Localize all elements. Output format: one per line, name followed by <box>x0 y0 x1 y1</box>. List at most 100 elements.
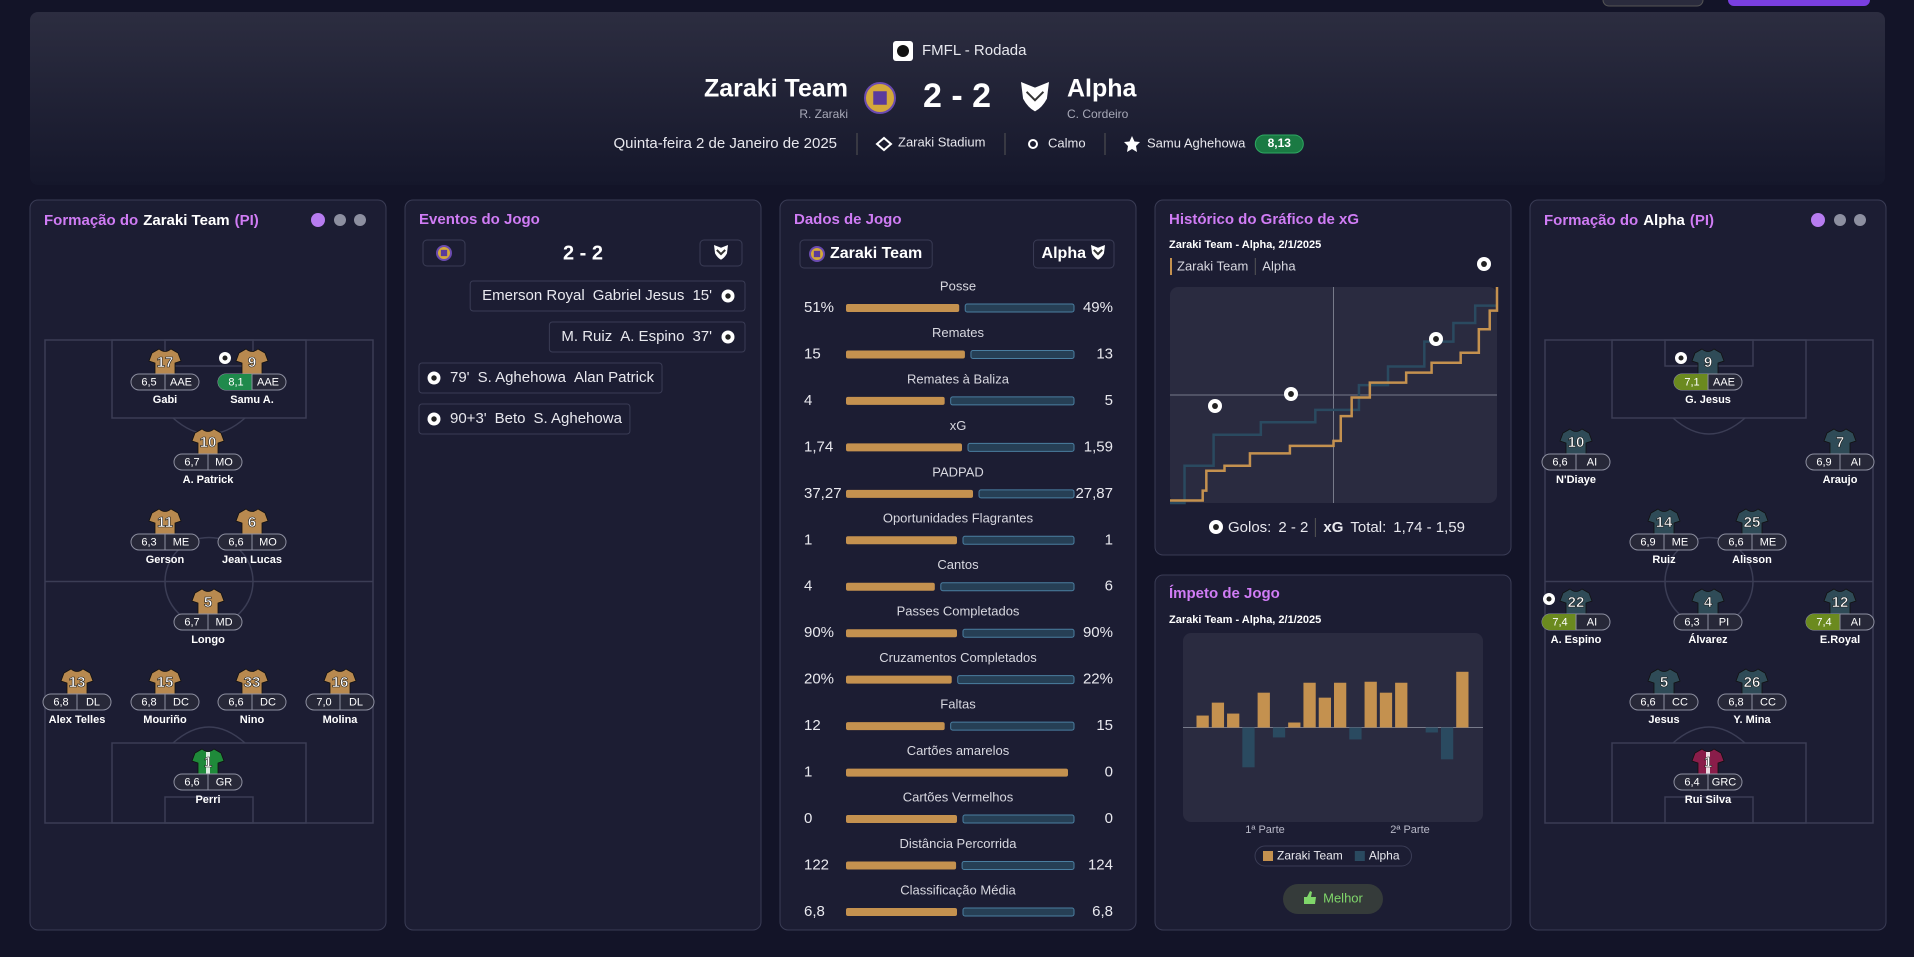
stat-label: Remates <box>932 325 985 340</box>
home-team-name: Zaraki Team <box>704 75 848 103</box>
event-player: A. Espino <box>620 328 684 345</box>
xg-line <box>1170 287 1499 502</box>
ball-icon-patch <box>1288 391 1294 397</box>
event-assist: Alan Patrick <box>574 369 655 386</box>
ball-icon-patch <box>1212 403 1218 409</box>
player-position: AI <box>1851 456 1861 468</box>
player-position: CC <box>1672 696 1688 708</box>
momentum-bar <box>1364 681 1377 728</box>
ball-icon-patch <box>1546 596 1552 602</box>
player-name: Perri <box>195 794 220 806</box>
player-number: 14 <box>1656 514 1673 531</box>
stat-away-bar <box>970 349 1075 359</box>
stat-away-value: 5 <box>1105 392 1113 409</box>
home-crest-inner <box>440 249 448 257</box>
stat-home-value: 1,74 <box>804 438 833 455</box>
stat-away-value: 13 <box>1096 345 1113 362</box>
stat-away-value: 49% <box>1083 299 1113 316</box>
stat-label: PADPAD <box>932 464 984 479</box>
legend-swatch <box>1263 851 1273 861</box>
stat-away-value: 15 <box>1096 717 1113 734</box>
event-player: Gabriel Jesus <box>593 287 685 304</box>
stat-label: Cartões amarelos <box>907 743 1010 758</box>
xg-footer-goals: 2 - 2 <box>1278 519 1308 536</box>
stadium: Zaraki Stadium <box>898 134 985 149</box>
stat-label: xG <box>950 418 967 433</box>
stat-home-bar <box>846 629 957 638</box>
ball-icon-patch <box>1213 524 1219 530</box>
player-position: DC <box>173 696 189 708</box>
player-rating: 6,7 <box>184 456 199 468</box>
stat-home-value: 4 <box>804 578 812 595</box>
player-shirt <box>1823 588 1857 616</box>
stat-home-bar <box>846 815 957 824</box>
stat-label: Classificação Média <box>900 882 1016 897</box>
player-rating: 6,6 <box>1640 696 1655 708</box>
stat-away-bar <box>962 628 1075 638</box>
top-button[interactable] <box>1602 0 1704 7</box>
event-row <box>548 321 746 353</box>
player-rating: 7,4 <box>1552 616 1567 628</box>
competition: FMFL - Rodada <box>922 42 1027 59</box>
player-rating: 6,6 <box>1552 456 1567 468</box>
player-number: 1 <box>204 754 212 771</box>
momentum-bar <box>1349 727 1362 740</box>
thumb-icon <box>1304 891 1316 904</box>
momentum-bar <box>1257 692 1270 728</box>
ball-icon-patch <box>1481 261 1487 267</box>
player-rating-highlight <box>1806 614 1840 630</box>
away-manager: C. Cordeiro <box>1067 107 1129 121</box>
player-position: ME <box>1672 536 1689 548</box>
away-crest <box>1091 245 1105 260</box>
player-name: Alex Telles <box>49 714 106 726</box>
stat-home-bar <box>846 582 935 591</box>
home-crest-inner <box>873 91 887 105</box>
panel <box>779 199 1137 931</box>
lineup-title: Formação do Zaraki Team (PI) <box>44 212 259 229</box>
player-position: ME <box>1760 536 1777 548</box>
player-number: 13 <box>69 674 86 691</box>
player-number: 5 <box>204 594 212 611</box>
player-position: AI <box>1587 616 1597 628</box>
away-crest-chevron <box>716 249 726 256</box>
player-name: Jesus <box>1648 714 1679 726</box>
momentum-bar <box>1288 722 1301 728</box>
stat-home-bar <box>846 443 962 452</box>
stats-away-team: Alpha <box>1042 245 1087 262</box>
page-dot <box>1854 214 1866 226</box>
player-rating: 6,9 <box>1816 456 1831 468</box>
momentum-bar <box>1211 702 1225 728</box>
player-position: ME <box>173 536 190 548</box>
event-player: S. Aghehowa <box>478 369 567 386</box>
legend-box <box>1254 845 1413 867</box>
player-name: Molina <box>323 714 359 726</box>
better-button[interactable] <box>1283 884 1383 914</box>
lineup-title: Formação do Alpha (PI) <box>1544 212 1714 229</box>
stat-home-value: 4 <box>804 392 812 409</box>
star-icon <box>1124 136 1140 152</box>
stat-home-bar <box>846 536 957 545</box>
stat-home-value: 90% <box>804 624 834 641</box>
player-number: 25 <box>1744 514 1761 531</box>
player-shirt <box>1691 588 1725 616</box>
away-crest-chevron <box>1025 91 1045 102</box>
legend-label: Alpha <box>1369 849 1400 863</box>
stat-away-bar <box>962 907 1075 917</box>
stat-home-bar <box>846 722 945 731</box>
player-shirt <box>323 668 357 696</box>
player-shirt <box>1691 348 1725 376</box>
top-button[interactable] <box>1728 0 1870 6</box>
home-crest-inner <box>813 250 821 258</box>
ball-icon-patch <box>222 355 228 361</box>
player-position: DC <box>260 696 276 708</box>
stat-home-bar <box>846 907 957 916</box>
lineup-title-formation: (PI) <box>1690 212 1714 229</box>
event-assist: S. Aghehowa <box>534 410 623 427</box>
player-number: 9 <box>248 354 256 371</box>
stat-home-value: 12 <box>804 717 821 734</box>
player-rating: 6,6 <box>1728 536 1743 548</box>
panel-title: Histórico do Gráfico de xG <box>1169 211 1359 228</box>
xg-footer-xg-label: xG <box>1323 519 1343 536</box>
